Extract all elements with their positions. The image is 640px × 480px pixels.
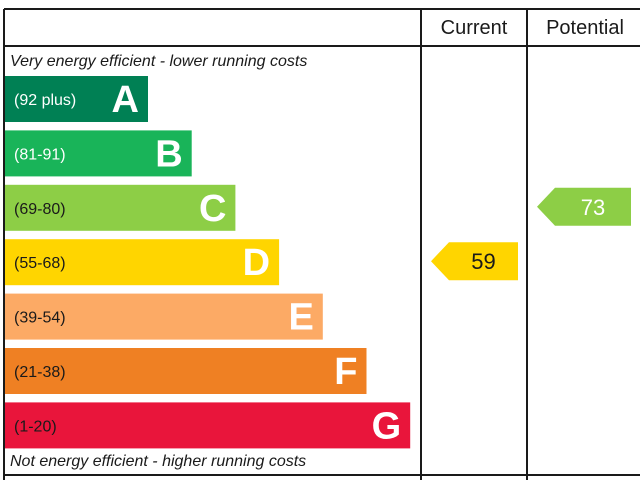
band-e-letter: E	[288, 297, 313, 339]
potential-rating-value: 73	[581, 195, 605, 220]
band-d-bar	[5, 239, 280, 286]
band-d-range: (55-68)	[14, 255, 66, 272]
band-f-range: (21-38)	[14, 364, 66, 381]
band-g-letter: G	[372, 405, 402, 447]
rating-indicators: 59 73	[431, 187, 631, 281]
bottom-caption: Not energy efficient - higher running co…	[10, 453, 306, 470]
band-b-letter: B	[155, 133, 182, 175]
band-f-letter: F	[334, 351, 357, 393]
band-b-range: (81-91)	[14, 146, 66, 163]
potential-rating-arrow	[537, 187, 631, 226]
band-e-range: (39-54)	[14, 310, 66, 327]
current-rating-value: 59	[471, 249, 495, 274]
current-column-header: Current	[441, 17, 508, 39]
band-b-bar	[5, 130, 192, 177]
band-f-bar	[5, 348, 367, 394]
band-c-bar	[5, 184, 236, 231]
band-a-letter: A	[112, 79, 139, 121]
band-g-bar	[5, 402, 411, 449]
top-caption: Very energy efficient - lower running co…	[10, 53, 307, 70]
band-c-range: (69-80)	[14, 201, 66, 218]
chart-frame	[3, 8, 640, 480]
band-c-letter: C	[199, 188, 226, 230]
band-a-bar	[5, 76, 148, 122]
band-g-range: (1-20)	[14, 418, 57, 435]
current-rating-arrow	[431, 242, 518, 281]
band-a-range: (92 plus)	[14, 92, 76, 109]
band-e-bar	[5, 293, 323, 340]
rating-bands: (92 plus) A (81-91) B (69-80) C (55-68) D (39-54…	[5, 76, 411, 449]
potential-column-header: Potential	[546, 17, 624, 39]
band-d-letter: D	[243, 242, 270, 284]
